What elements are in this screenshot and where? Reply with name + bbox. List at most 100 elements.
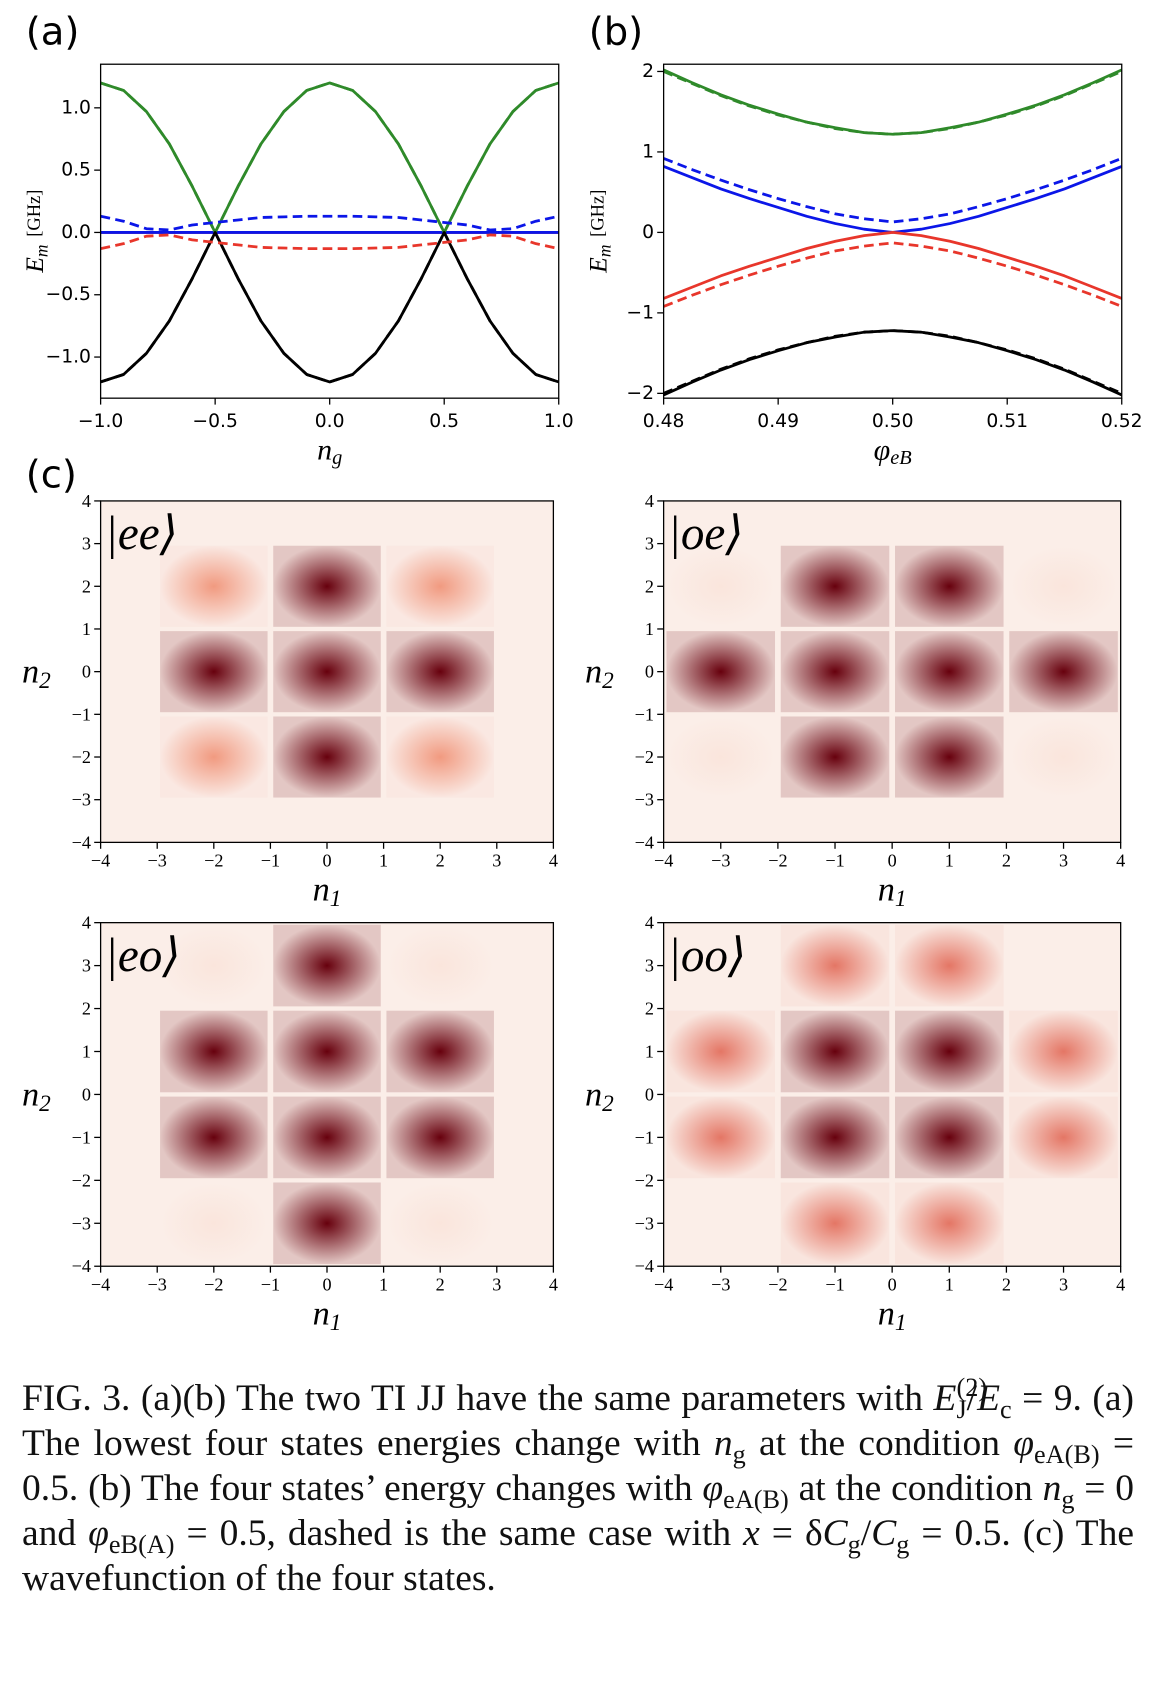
y-tick-label: 3 (645, 956, 654, 976)
wavefunction-blob (895, 545, 1004, 627)
wavefunction-blob (273, 924, 381, 1007)
x-tick-label: 3 (1059, 1274, 1068, 1294)
x-tick-label: −3 (711, 1274, 730, 1294)
axis-label-symbol: E (583, 257, 612, 274)
x-tick-label: −4 (654, 851, 673, 871)
state-label: |ee⟩ (105, 508, 178, 560)
y-tick-label: −0.5 (46, 284, 91, 305)
axis-label-symbol: n (878, 870, 895, 908)
x-tick-label: −2 (768, 851, 787, 871)
x-tick-label: 1 (945, 851, 954, 871)
x-tick-label: 0.51 (986, 411, 1028, 432)
blob-core (273, 924, 381, 1007)
dashed-line (663, 157, 1122, 224)
blob-core (780, 1096, 890, 1179)
axis-label-symbol: n (585, 653, 602, 691)
wavefunction-blob (780, 1010, 890, 1093)
x-tick-label: 3 (1059, 851, 1068, 871)
x-tick-label: 1 (945, 1274, 954, 1294)
panel: 0.48 0.49 0.50 0.51 0.52 −2 −1 0 1 2 φeB Em [GHz] (b) (583, 10, 1143, 469)
x-tick-label: −3 (148, 1274, 167, 1294)
x-tick-label: 4 (1116, 1274, 1125, 1294)
y-tick-label: −3 (635, 790, 654, 810)
state-label: |eo⟩ (105, 930, 181, 982)
axis-label-subscript: 2 (39, 1091, 51, 1117)
x-tick-label: 1 (379, 1274, 388, 1294)
y-tick-label: −1.0 (46, 347, 91, 368)
x-tick-label: 0.48 (643, 411, 685, 432)
axis-label-subscript: m (594, 245, 614, 258)
caption-text: eB(A) (108, 1529, 175, 1559)
caption-text: x (743, 1513, 760, 1554)
wavefunction-blob (386, 631, 494, 713)
x-tick-label: 0 (322, 1274, 331, 1294)
x-tick-label: 0.49 (757, 411, 799, 432)
y-tick-label: −1 (72, 704, 91, 724)
caption-text: FIG. 3. (a)(b) The two TI JJ have the sa… (22, 1378, 934, 1419)
y-tick-label: 4 (82, 491, 91, 511)
y-tick-label: 3 (82, 534, 91, 554)
y-tick-label: 0 (645, 662, 654, 682)
panel-label: (b) (589, 10, 644, 55)
axis-label-subscript: 1 (330, 886, 342, 912)
x-tick-label: −4 (91, 851, 110, 871)
caption-text: at the condition (745, 1423, 1014, 1464)
x-tick-label: 4 (1116, 851, 1125, 871)
x-tick-label: 2 (1002, 1274, 1011, 1294)
y-tick-label: 0.5 (61, 160, 91, 181)
y-tick-label: −1 (635, 1127, 654, 1147)
blob-core (780, 1010, 890, 1093)
blob-core (1009, 1096, 1118, 1179)
y-tick-label: 4 (645, 491, 654, 511)
caption-text: C (871, 1513, 897, 1554)
wavefunction-blob (666, 716, 776, 798)
dashed-line (663, 329, 1122, 395)
x-tick-label: −3 (711, 851, 730, 871)
blob-core (273, 631, 381, 713)
figure-caption: FIG. 3. (a)(b) The two TI JJ have the sa… (22, 1372, 1135, 1599)
wavefunction-blob (273, 716, 381, 798)
axis-label: n2 (585, 1075, 614, 1117)
blob-core (666, 1096, 776, 1179)
dashed-line (100, 214, 559, 232)
blob-core (666, 545, 776, 627)
y-tick-label: 1.0 (61, 97, 91, 118)
y-tick-label: 0.0 (61, 222, 91, 243)
caption-text: g (732, 1439, 746, 1469)
axis-label-symbol: n (22, 653, 39, 691)
x-tick-label: 3 (492, 1274, 501, 1294)
caption-text: g (1061, 1484, 1075, 1514)
blob-core (386, 631, 494, 713)
y-tick-label: 2 (642, 61, 654, 82)
wavefunction-blob (780, 631, 890, 713)
wavefunction-blob (666, 1096, 776, 1179)
y-tick-label: −2 (635, 747, 654, 767)
axis-label-symbol: n (22, 1075, 39, 1113)
blob-core (160, 631, 268, 713)
blob-core (386, 1182, 494, 1265)
caption-text: E (977, 1378, 1001, 1419)
caption-text: eA(B) (723, 1484, 789, 1514)
wavefunction-blob (160, 716, 268, 798)
heatmap-background (663, 922, 1121, 1267)
wavefunction-blob (1009, 631, 1118, 713)
wavefunction-blob (160, 1182, 268, 1265)
caption-text: g (847, 1529, 861, 1559)
wavefunction-blob (386, 1096, 494, 1179)
axis-label-subscript: 2 (602, 668, 614, 694)
caption-text: = 0.5. (c) The wavefunction of the four … (22, 1513, 1134, 1599)
axis-label: φeB (874, 433, 912, 469)
x-tick-label: 1 (379, 851, 388, 871)
y-tick-label: −3 (72, 1213, 91, 1233)
x-tick-label: −1 (825, 851, 844, 871)
solid-line (663, 165, 1122, 234)
wavefunction-blob (780, 716, 890, 798)
axis-label-subscript: 2 (602, 1091, 614, 1117)
x-tick-label: 2 (1002, 851, 1011, 871)
axis-label: Em [GHz] (583, 190, 615, 274)
axis-label: n1 (878, 1294, 907, 1336)
blob-core (780, 924, 890, 1007)
y-tick-label: 2 (645, 999, 654, 1019)
blob-core (273, 716, 381, 798)
plot-area (663, 68, 1122, 397)
